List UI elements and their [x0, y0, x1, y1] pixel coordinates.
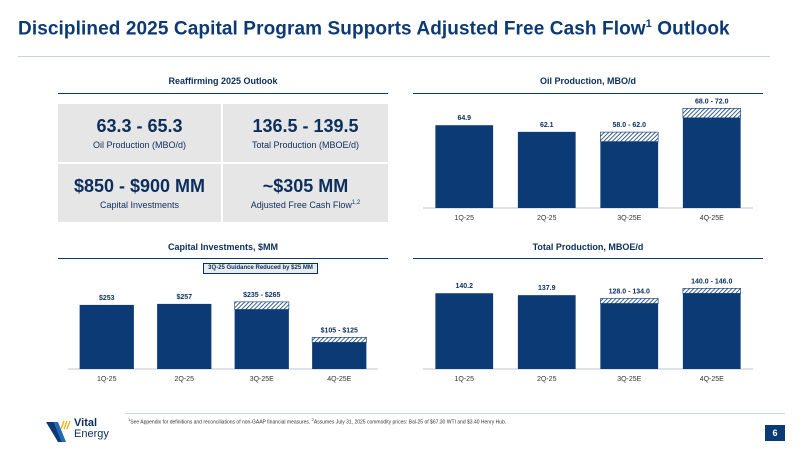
outlook-cell-total: 136.5 - 139.5 Total Production (MBOE/d) [223, 116, 388, 150]
capex-bar-3Q-25E [234, 309, 289, 369]
oil-data-label-4Q-25E: 68.0 - 72.0 [695, 98, 729, 105]
footnote-sup-2: 2 [311, 417, 314, 422]
oil-chart-rule [413, 93, 763, 94]
outlook-heading-rule [58, 93, 388, 94]
capex-tick-label-1Q-25: 1Q-25 [97, 376, 117, 383]
total-bar-1Q-25 [435, 293, 494, 369]
capex-data-label-2Q-25: $257 [176, 294, 192, 301]
oil-range-4Q-25E [682, 108, 741, 119]
total-data-label-4Q-25E: 140.0 - 146.0 [691, 278, 732, 285]
capex-range-4Q-25E [311, 337, 367, 343]
total-data-label-1Q-25: 140.2 [455, 283, 473, 290]
total-chart-title: Total Production, MBOE/d [532, 242, 644, 252]
total-bar-4Q-25E [682, 293, 741, 369]
total-production-chart: 140.2 1Q-25 137.9 2Q-25 128.0 - 134.0 3Q-25E 1… [413, 259, 763, 389]
capex-bar-1Q-25 [79, 304, 134, 369]
outlook-total-value: 136.5 - 139.5 [252, 116, 359, 136]
vital-energy-logo-icon [46, 420, 71, 442]
slide-title: Disciplined 2025 Capital Program Support… [18, 18, 730, 40]
oil-range-3Q-25E [600, 131, 659, 142]
outlook-capex-value: $850 - $900 MM [73, 176, 206, 196]
total-data-label-2Q-25: 137.9 [538, 285, 556, 292]
oil-data-label-1Q-25: 64.9 [457, 115, 471, 122]
outlook-capex-label: Capital Investments [99, 200, 180, 210]
oil-data-label-2Q-25: 62.1 [540, 122, 554, 129]
outlook-cell-fcf: ~$305 MM Adjusted Free Cash Flow1,2 [223, 176, 388, 210]
oil-bar-3Q-25E [600, 141, 659, 208]
title-main: Disciplined 2025 Capital Program Support… [18, 18, 646, 40]
oil-tick-label-4Q-25E: 4Q-25E [700, 215, 724, 222]
capex-data-label-3Q-25E: $235 - $265 [243, 292, 280, 299]
outlook-horizontal-divider [58, 162, 388, 164]
title-superscript: 1 [645, 18, 652, 30]
outlook-fcf-label: Adjusted Free Cash Flow1,2 [223, 200, 388, 210]
total-chart-rule [413, 258, 763, 259]
oil-tick-label-2Q-25: 2Q-25 [537, 215, 557, 222]
oil-chart-title: Oil Production, MBO/d [540, 76, 636, 86]
oil-tick-label-1Q-25: 1Q-25 [455, 215, 475, 222]
total-bar-2Q-25 [517, 295, 576, 369]
capex-chart-title: Capital Investments, $MM [167, 242, 279, 252]
outlook-cell-capex: $850 - $900 MM Capital Investments [58, 176, 221, 210]
total-tick-label-2Q-25: 2Q-25 [537, 376, 557, 383]
footnote-text-2: Assumes July 31, 2025 commodity prices: … [313, 419, 507, 426]
footnote-text-1: See Appendix for definitions and reconci… [130, 419, 312, 426]
oil-production-chart: 64.9 1Q-25 62.1 2Q-25 58.0 - 62.0 3Q-25E 68.0 … [413, 94, 763, 224]
total-tick-label-3Q-25E: 3Q-25E [617, 376, 641, 383]
logo-line-energy: Energy [74, 428, 109, 440]
capex-chart-rule [58, 258, 388, 259]
capex-data-label-4Q-25E: $105 - $125 [321, 327, 358, 334]
total-data-label-3Q-25E: 128.0 - 134.0 [609, 288, 650, 295]
oil-bar-1Q-25 [435, 125, 494, 208]
page-number: 6 [765, 425, 785, 441]
oil-bar-4Q-25E [682, 117, 741, 208]
title-tail: Outlook [651, 18, 730, 40]
outlook-fcf-label-text: Adjusted Free Cash Flow [250, 200, 352, 210]
oil-tick-label-3Q-25E: 3Q-25E [617, 215, 641, 222]
capex-tick-label-3Q-25E: 3Q-25E [250, 376, 274, 383]
total-range-3Q-25E [600, 298, 659, 304]
footer-divider [125, 413, 785, 414]
total-bar-3Q-25E [600, 303, 659, 369]
logo-line-vital: Vital [74, 417, 98, 429]
oil-data-label-3Q-25E: 58.0 - 62.0 [613, 122, 647, 129]
outlook-fcf-value: ~$305 MM [262, 176, 349, 196]
capex-bar-2Q-25 [157, 303, 212, 369]
outlook-total-label: Total Production (MBOE/d) [251, 140, 360, 150]
title-divider [18, 56, 770, 57]
footnote: 1See Appendix for definitions and reconc… [128, 417, 506, 426]
outlook-heading: Reaffirming 2025 Outlook [168, 76, 278, 86]
logo-wordmark: Vital Energy [74, 418, 109, 440]
total-tick-label-4Q-25E: 4Q-25E [700, 376, 724, 383]
total-tick-label-1Q-25: 1Q-25 [455, 376, 475, 383]
outlook-cell-oil: 63.3 - 65.3 Oil Production (MBO/d) [58, 116, 221, 150]
oil-bar-2Q-25 [517, 131, 576, 208]
capex-range-3Q-25E [234, 301, 290, 310]
footnote-sup-1: 1 [128, 417, 131, 422]
total-range-4Q-25E [682, 288, 741, 294]
outlook-oil-value: 63.3 - 65.3 [96, 116, 183, 136]
capital-investments-chart: $253 1Q-25 $257 2Q-25 $235 - $265 3Q-25E $105 … [58, 259, 388, 389]
capex-data-label-1Q-25: $253 [99, 295, 115, 302]
guidance-callout: 3Q-25 Guidance Reduced by $25 MM [203, 263, 318, 274]
capex-bar-4Q-25E [312, 342, 367, 369]
capex-tick-label-2Q-25: 2Q-25 [175, 376, 195, 383]
outlook-table: 63.3 - 65.3 Oil Production (MBO/d) 136.5… [58, 104, 388, 222]
outlook-oil-label: Oil Production (MBO/d) [92, 140, 187, 150]
outlook-fcf-superscript: 1,2 [351, 200, 361, 206]
capex-tick-label-4Q-25E: 4Q-25E [327, 376, 351, 383]
